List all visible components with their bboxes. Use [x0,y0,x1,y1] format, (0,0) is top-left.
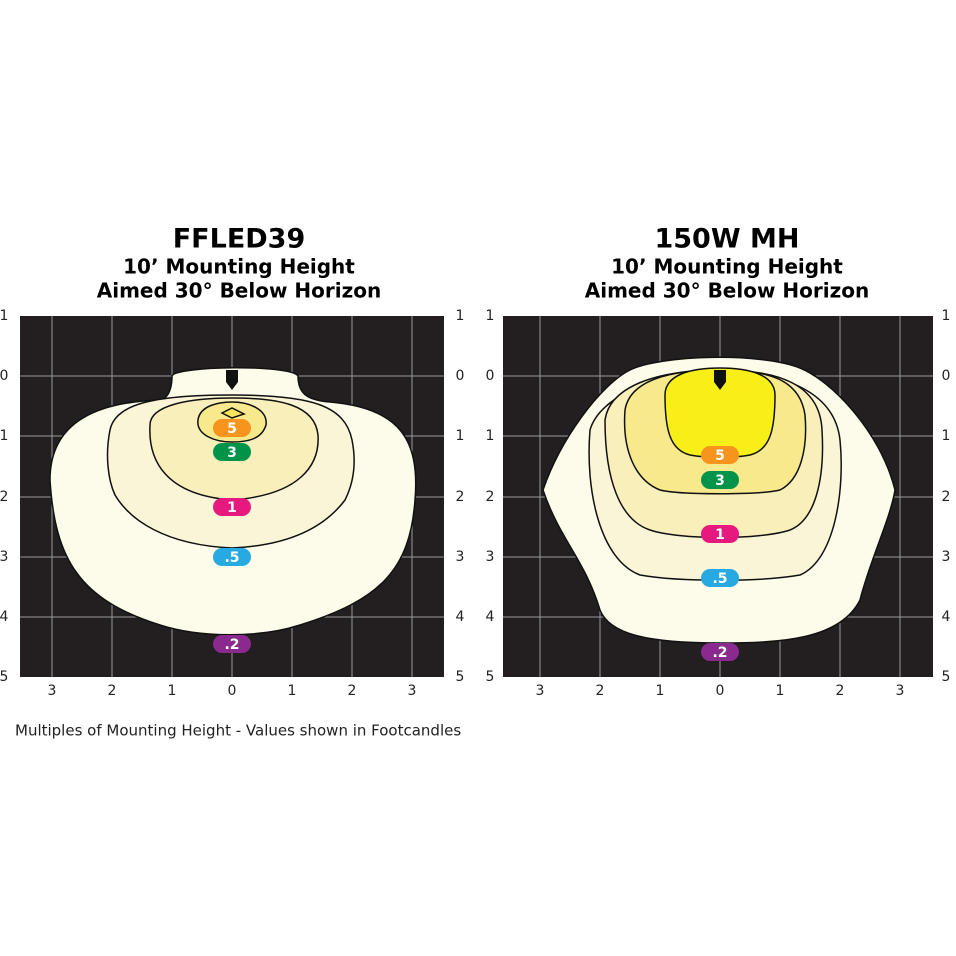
y-axis-label: 1 [486,308,495,324]
contour-label: 3 [227,445,237,461]
y-axis-label: 4 [486,609,495,625]
y-axis-label: 1 [486,428,495,444]
contour-label: .2 [712,645,727,661]
y-axis-label: 1 [456,428,465,444]
y-axis-label: 1 [0,428,8,444]
panel-subtitle: Aimed 30° Below Horizon [97,279,381,303]
x-axis-label: 0 [228,683,237,699]
fixture-marker [226,370,238,382]
x-axis-label: 3 [48,683,57,699]
contour-label: .5 [712,571,727,587]
y-axis-label: 3 [456,549,465,565]
y-axis-label: 5 [942,669,951,685]
x-axis-label: 2 [596,683,605,699]
contour-label-pill [701,446,739,464]
contour-label-pill [213,419,251,437]
y-axis-label: 4 [456,609,465,625]
contour-label-pill [701,525,739,543]
panel-subtitle: 10’ Mounting Height [123,255,355,279]
y-axis-label: 4 [942,609,951,625]
y-axis-label: 2 [486,489,495,505]
panel-subtitle: 10’ Mounting Height [611,255,843,279]
contour [220,407,246,419]
x-axis-label: 1 [776,683,785,699]
contour [664,367,776,458]
fixture-marker [714,382,726,390]
contour-label: .5 [224,550,239,566]
x-axis-label: 3 [408,683,417,699]
contour-label-pill [213,443,251,461]
x-axis-label: 2 [108,683,117,699]
y-axis-label: 4 [0,609,9,625]
x-axis-label: 1 [288,683,297,699]
x-axis-label: 3 [536,683,545,699]
y-axis-label: 5 [0,669,8,685]
x-axis-label: 0 [716,683,725,699]
contour-label-pill [213,548,251,566]
contour-label-pill [213,498,251,516]
y-axis-label: 3 [0,549,8,565]
y-axis-label: 3 [486,549,495,565]
y-axis-label: 0 [0,368,8,384]
fixture-marker [226,382,238,390]
panel-title: FFLED39 [173,224,306,255]
y-axis-label: 2 [0,489,8,505]
contour-label: 3 [715,473,725,489]
y-axis-label: 1 [942,308,951,324]
contour-label: 5 [227,421,237,437]
contour-label: 1 [715,527,725,543]
contour-label-pill [213,635,251,653]
x-axis-label: 1 [656,683,665,699]
y-axis-label: 1 [0,308,8,324]
contour-label-pill [701,471,739,489]
x-axis-label: 3 [896,683,905,699]
panel-subtitle: Aimed 30° Below Horizon [585,279,869,303]
y-axis-label: 2 [942,489,951,505]
y-axis-label: 5 [456,669,465,685]
y-axis-label: 0 [456,368,465,384]
y-axis-label: 3 [942,549,951,565]
panel-left: 5 3 1 .5 .2 [20,316,444,677]
fixture-marker [714,370,726,382]
contour-label-pill [701,643,739,661]
y-axis-label: 1 [942,428,951,444]
y-axis-label: 5 [486,669,495,685]
contour-label: 5 [715,448,725,464]
x-axis-label: 2 [836,683,845,699]
x-axis-label: 1 [168,683,177,699]
y-axis-label: 0 [942,368,951,384]
contour-label-pill [701,569,739,587]
x-axis-label: 2 [348,683,357,699]
contour-label: 1 [227,500,237,516]
y-axis-label: 2 [456,489,465,505]
y-axis-label: 0 [486,368,495,384]
y-axis-label: 1 [456,308,465,324]
footer: Multiples of Mounting Height - Values sh… [15,722,461,740]
panel-title: 150W MH [654,224,799,255]
panel-right: 5 3 1 .5 .2 [503,316,933,677]
contour-label: .2 [224,637,239,653]
